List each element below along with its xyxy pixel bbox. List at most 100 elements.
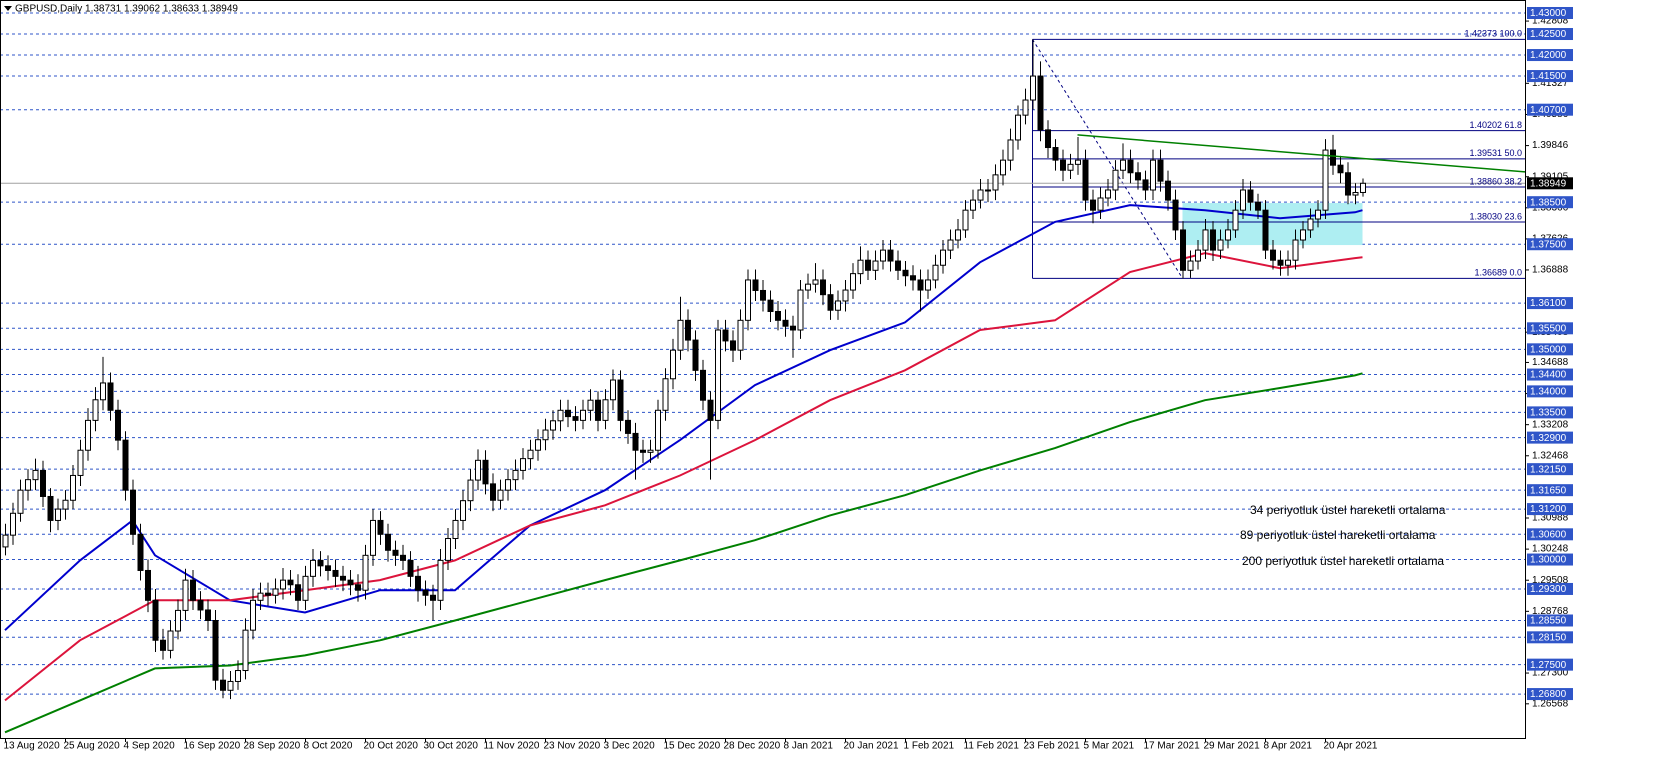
candle-body (1210, 229, 1216, 251)
ema-line (4, 252, 1363, 702)
candle-body (1292, 239, 1299, 261)
trendline (1077, 134, 1526, 173)
level-label-box (1527, 49, 1573, 62)
candle-body (77, 449, 84, 476)
x-tick-label: 15 Dec 2020 (664, 741, 721, 752)
level-label-box (1527, 688, 1573, 701)
x-tick-label: 17 Mar 2021 (1144, 741, 1201, 752)
candle-body (1202, 229, 1209, 251)
candle-body (85, 419, 91, 451)
candle-body (1112, 169, 1119, 191)
level-label-box (1527, 582, 1573, 595)
candle-body (947, 239, 954, 251)
candle-body (527, 449, 534, 460)
x-tick-label: 1 Feb 2021 (904, 741, 955, 752)
candle-body (992, 174, 999, 191)
candle-body (347, 579, 354, 586)
candle-body (445, 538, 451, 561)
candle-body (1105, 189, 1111, 199)
candle-body (10, 512, 16, 536)
candle-body (407, 559, 414, 577)
candle-body (1315, 209, 1321, 220)
candle-body (265, 592, 271, 596)
candle-body (1285, 259, 1291, 266)
level-label-box (1527, 297, 1573, 310)
candle-body (310, 559, 316, 577)
legend-entry: 89 periyotluk üstel hareketli ortalama (1240, 528, 1436, 542)
candle-body (400, 554, 406, 561)
candle-body (1180, 229, 1186, 271)
level-label-box (1527, 484, 1573, 497)
y-tick-label: 1.28768 (1532, 606, 1569, 617)
x-tick-label: 20 Jan 2021 (844, 741, 899, 752)
level-label-box (1527, 528, 1573, 541)
candle-body (460, 500, 466, 521)
candle-body (1172, 199, 1179, 231)
candle-body (902, 269, 909, 277)
candle-body (887, 249, 894, 262)
y-tick-label: 1.39105 (1532, 171, 1569, 182)
candle-body (1007, 139, 1014, 161)
candle-body (700, 369, 706, 401)
fib-label: 1.36689 0.0 (1474, 268, 1522, 278)
candle-body (167, 630, 174, 651)
level-label: 1.32150 (1530, 464, 1567, 475)
candle-body (1030, 75, 1036, 101)
level-label-box (1527, 631, 1573, 644)
last-price-label: 1.38949 (1530, 178, 1567, 189)
candle-body (797, 289, 804, 331)
level-label: 1.40700 (1530, 105, 1567, 116)
candle-body (1322, 149, 1329, 211)
axis-layer: 1.428081.413271.405861.398461.391051.383… (0, 0, 1573, 752)
y-tick-label: 1.36888 (1532, 265, 1569, 276)
candle-body (1225, 229, 1231, 241)
candle-body (55, 508, 61, 521)
candle-body (692, 339, 699, 371)
candle-body (617, 379, 624, 421)
level-label: 1.28550 (1530, 616, 1567, 627)
level-label-box (1527, 503, 1573, 516)
candle-body (137, 533, 144, 571)
candle-body (115, 409, 121, 441)
candle-body (475, 459, 481, 481)
x-tick-label: 29 Mar 2021 (1204, 741, 1261, 752)
legend-entry: 34 periyotluk üstel hareketli ortalama (1250, 503, 1446, 517)
candle-body (62, 499, 69, 510)
level-label-box (1527, 463, 1573, 476)
candle-body (535, 439, 541, 451)
candle-body (1157, 159, 1164, 182)
candle-body (92, 399, 99, 421)
x-tick-label: 3 Dec 2020 (604, 741, 656, 752)
candle-body (317, 559, 324, 567)
candle-body (1142, 179, 1149, 191)
candle-body (182, 579, 189, 611)
level-label: 1.35000 (1530, 344, 1567, 355)
candle-body (917, 279, 924, 291)
candle-body (422, 589, 429, 596)
x-tick-label: 8 Jan 2021 (784, 741, 834, 752)
candle-body (1082, 159, 1089, 201)
candle-body (572, 416, 579, 421)
candle-body (505, 479, 511, 491)
level-label: 1.34000 (1530, 387, 1567, 398)
candle-body (1022, 99, 1029, 116)
level-label-box (1527, 322, 1573, 335)
y-tick-label: 1.30248 (1532, 544, 1569, 555)
level-label-box (1527, 343, 1573, 356)
candle-body (775, 310, 781, 321)
candle-body (895, 260, 901, 271)
candle-body (242, 629, 249, 672)
level-label-box (1527, 196, 1573, 209)
level-label: 1.38500 (1530, 197, 1567, 208)
level-label-box (1527, 368, 1573, 381)
candle-body (1255, 201, 1261, 211)
x-tick-label: 8 Oct 2020 (304, 741, 353, 752)
candle-body (872, 260, 879, 271)
level-label: 1.41500 (1530, 71, 1567, 82)
candle-body (542, 429, 549, 441)
candle-body (587, 399, 594, 411)
candle-body (737, 319, 744, 351)
candle-body (1075, 159, 1081, 165)
level-label-box (1527, 553, 1573, 566)
candle-body (745, 279, 751, 321)
